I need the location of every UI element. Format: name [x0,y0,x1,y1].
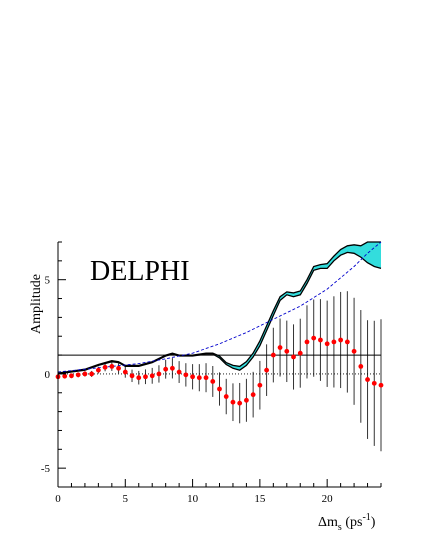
data-point-35 [291,354,296,360]
error-bars-layer [57,291,382,452]
limit-band-layer [57,241,382,375]
data-point-6 [95,367,101,373]
data-point-44 [351,348,357,354]
data-point-10 [122,369,128,375]
data-point-12 [136,375,142,381]
data-point-8 [109,363,115,369]
data-point-36 [297,350,303,356]
data-point-1 [62,373,68,379]
x-tick-label-5: 5 [123,493,129,505]
limit-band-lower-edge [57,251,382,375]
data-point-16 [163,366,169,372]
data-point-37 [304,339,310,345]
data-point-29 [250,392,256,398]
data-point-15 [156,371,162,377]
data-point-17 [169,365,175,371]
data-point-21 [196,375,202,381]
data-point-28 [244,397,249,403]
data-point-27 [237,400,243,406]
data-point-9 [116,365,121,371]
data-point-48 [378,382,384,388]
data-point-46 [365,377,370,382]
x-axis-label-close: ) [371,515,376,530]
data-point-42 [338,337,344,343]
data-point-13 [143,374,148,380]
y-tick-label--5: -5 [41,463,51,475]
x-tick-label-20: 20 [322,493,334,505]
data-point-32 [270,352,276,358]
data-point-22 [203,375,209,381]
data-point-38 [311,335,317,341]
data-point-23 [210,379,216,384]
data-point-45 [358,363,364,369]
data-point-20 [190,374,195,380]
data-point-30 [257,382,263,388]
data-point-18 [176,369,182,375]
x-axis-label-sup: -1 [362,512,370,523]
data-point-41 [331,339,337,345]
x-tick-label-10: 10 [187,493,199,505]
data-point-2 [69,373,74,379]
data-point-5 [89,371,95,377]
data-point-33 [277,345,283,350]
limit-band-upper-edge [57,241,381,374]
data-point-26 [230,399,236,405]
data-point-39 [318,337,323,343]
data-point-7 [102,364,108,370]
data-point-19 [183,372,189,378]
x-axis-label: Δms (ps-1) [318,512,376,533]
data-point-24 [217,386,222,392]
x-axis-label-main: Δm [318,515,338,530]
x-tick-label-0: 0 [55,493,61,505]
data-point-25 [223,394,229,399]
x-axis-label-unit: (ps [342,515,363,530]
experiment-label: DELPHI [90,256,190,287]
data-points-layer [55,335,384,406]
y-tick-label-5: 5 [45,275,51,287]
data-point-34 [284,348,290,354]
data-point-47 [371,380,377,386]
data-point-11 [129,373,135,379]
data-point-4 [82,371,88,377]
tick-layer: 0 5 10 15 20 -5 0 5 [41,241,382,505]
y-tick-label-0: 0 [45,369,51,381]
data-point-14 [149,373,155,379]
data-point-3 [75,372,81,378]
reference-lines-layer [58,354,381,375]
y-axis-label: Amplitude [29,274,44,334]
data-point-40 [324,341,330,347]
x-axis-label-sub: s [338,522,342,533]
x-tick-label-15: 15 [254,493,266,505]
data-point-31 [264,367,270,373]
data-point-43 [344,339,350,345]
